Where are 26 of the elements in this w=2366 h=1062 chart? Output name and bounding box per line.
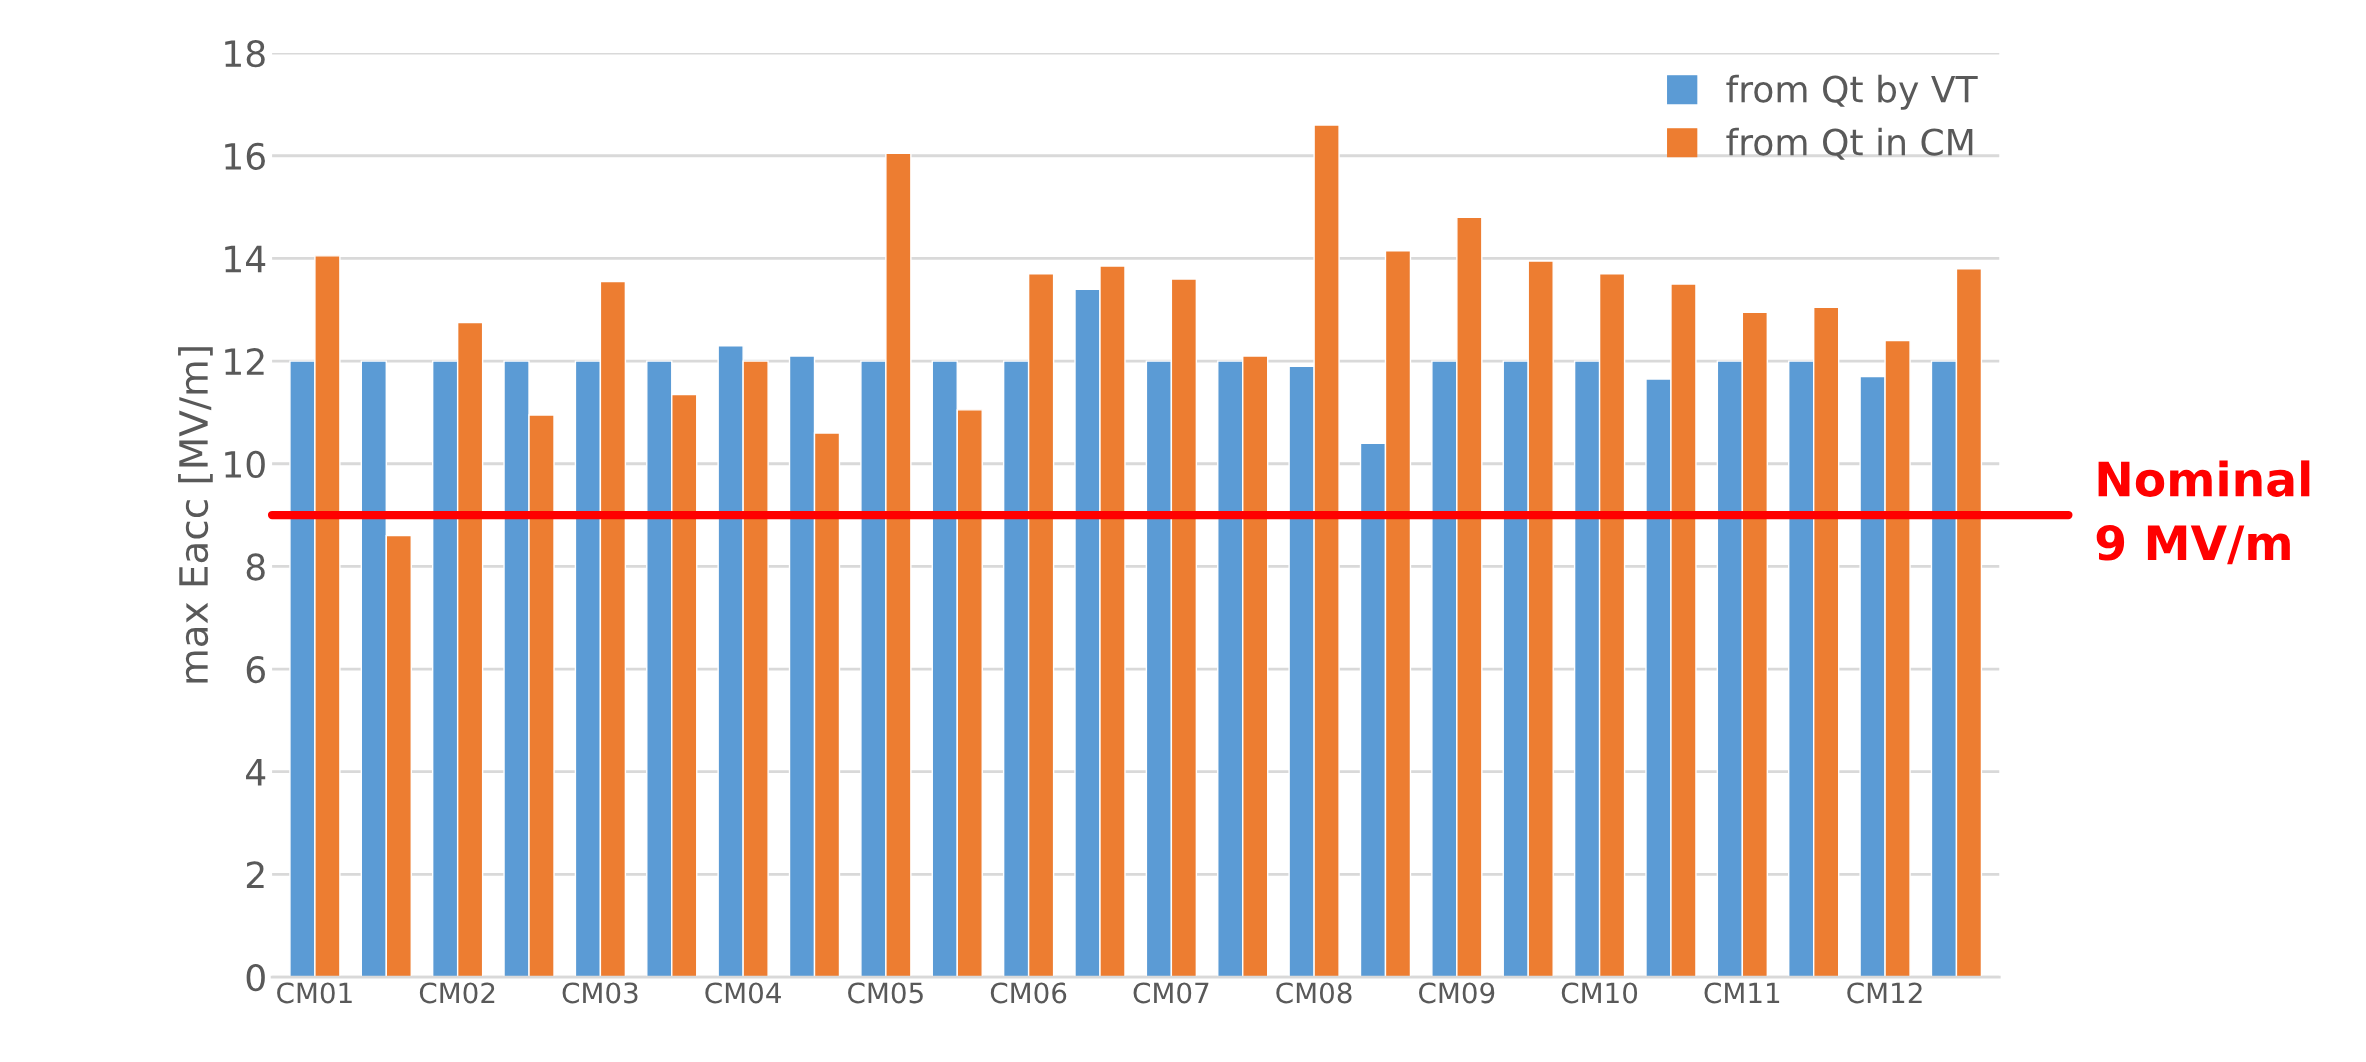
x-tick-label: CM01 xyxy=(277,982,352,1004)
x-tick-label: CM05 xyxy=(848,982,923,1004)
y-tick-label: 18 xyxy=(225,40,265,68)
x-tick-label: CM04 xyxy=(705,982,781,1004)
y-tick-label: 4 xyxy=(246,759,266,786)
x-tick-label: CM08 xyxy=(1276,982,1352,1004)
x-tick-label: CM06 xyxy=(990,982,1067,1004)
y-tick-label: 8 xyxy=(246,553,265,581)
y-tick-label: 14 xyxy=(225,245,266,273)
x-tick-label: CM12 xyxy=(1847,982,1922,1004)
legend-label: from Qt by VT xyxy=(1726,74,1978,110)
y-tick-label: 2 xyxy=(246,861,264,889)
x-tick-label: CM07 xyxy=(1133,982,1209,1004)
x-tick-label: CM10 xyxy=(1561,982,1638,1004)
y-axis-title: max Eacc [MV/m] xyxy=(178,347,213,683)
x-tick-label: CM03 xyxy=(562,982,638,1004)
legend-label: from Qt in CM xyxy=(1726,127,1973,160)
y-tick-label: 12 xyxy=(225,348,264,375)
y-tick-label: 10 xyxy=(225,450,265,478)
ref-line-label: Nominal 9 MV/m xyxy=(2096,460,2310,565)
x-tick-label: CM11 xyxy=(1704,982,1780,1004)
x-tick-label: CM02 xyxy=(419,982,495,1004)
y-tick-label: 0 xyxy=(246,963,265,992)
y-tick-label: 16 xyxy=(225,142,265,170)
x-tick-label: CM09 xyxy=(1419,982,1495,1004)
y-tick-label: 6 xyxy=(246,655,265,684)
